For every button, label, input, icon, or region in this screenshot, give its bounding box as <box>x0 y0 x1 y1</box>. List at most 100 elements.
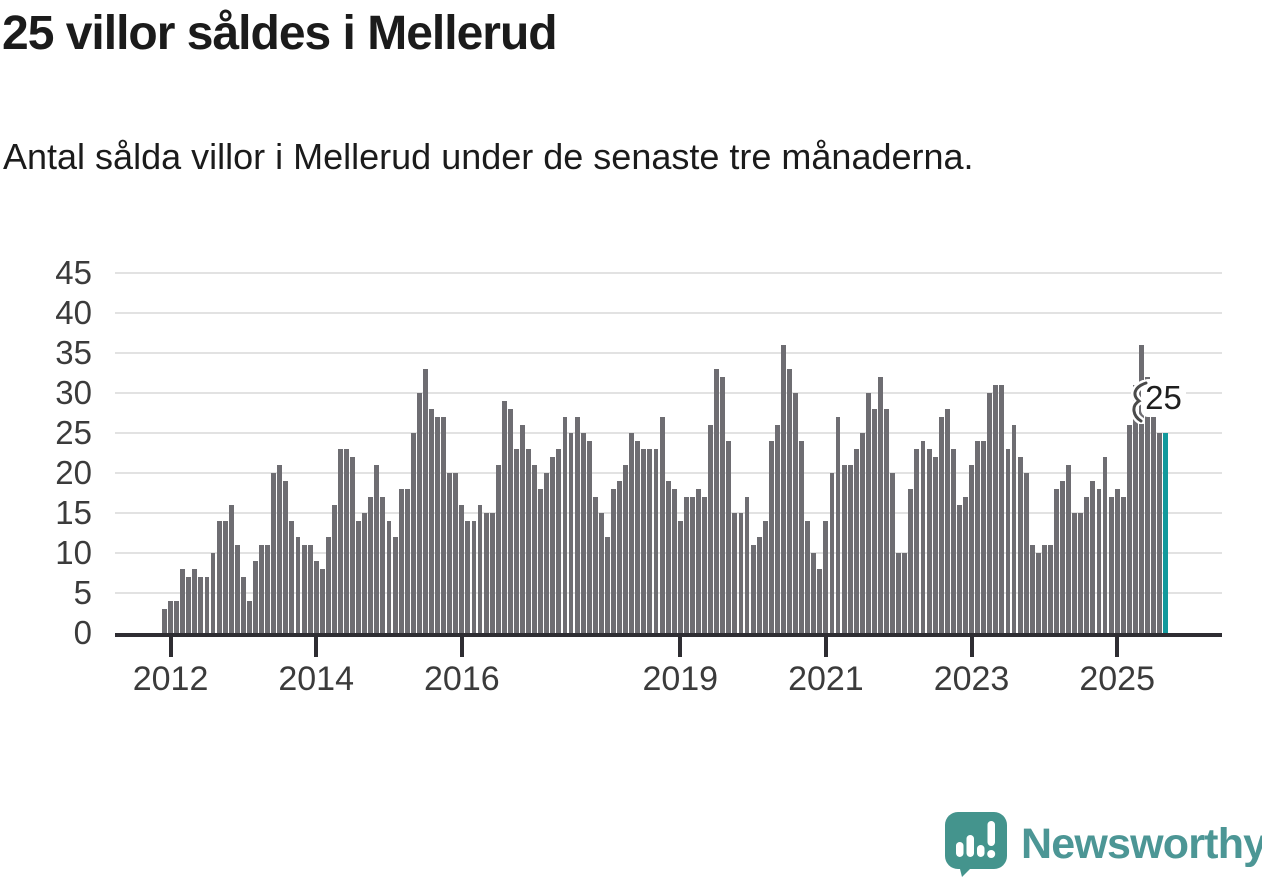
bar <box>1060 481 1065 633</box>
bar <box>186 577 192 633</box>
bar <box>708 425 714 633</box>
bar <box>774 425 780 633</box>
bar <box>623 465 629 633</box>
bar <box>653 449 659 633</box>
bar <box>1132 385 1138 633</box>
bar <box>884 409 890 633</box>
bar <box>896 553 902 633</box>
bar <box>586 441 592 633</box>
bar <box>647 449 653 633</box>
bar <box>659 417 665 633</box>
bar <box>890 473 896 633</box>
bar <box>768 441 774 633</box>
bar <box>204 577 210 633</box>
bar <box>1017 457 1023 633</box>
x-axis-tick <box>314 633 319 657</box>
bar <box>847 465 853 633</box>
x-axis-label: 2021 <box>788 660 864 698</box>
bar <box>592 497 598 633</box>
bar <box>453 473 459 633</box>
gridline <box>115 272 1222 274</box>
bar <box>313 561 319 633</box>
bar <box>410 433 416 633</box>
bar <box>210 553 216 633</box>
y-axis-label: 35 <box>55 334 92 371</box>
x-axis-tick <box>823 633 828 657</box>
bar <box>1078 513 1084 633</box>
value-callout-label: 25 <box>1145 379 1182 416</box>
x-axis-label: 2025 <box>1079 660 1155 698</box>
bar <box>338 449 343 633</box>
bar <box>805 521 811 633</box>
bar <box>726 441 732 633</box>
bar <box>823 521 829 633</box>
bar <box>526 449 532 633</box>
gridline <box>115 472 1222 474</box>
bar <box>811 553 817 633</box>
x-axis-tick <box>969 633 974 657</box>
bar <box>1102 457 1108 633</box>
bar <box>477 505 483 633</box>
bar <box>944 409 950 633</box>
bar <box>793 393 798 633</box>
bar <box>1035 553 1041 633</box>
bar <box>380 497 386 633</box>
bar <box>368 497 374 633</box>
bar <box>374 465 380 633</box>
bar <box>168 601 173 633</box>
bar <box>683 497 689 633</box>
bar <box>247 601 252 633</box>
bar <box>950 449 956 633</box>
bar <box>416 393 422 633</box>
bar <box>1120 497 1126 633</box>
bar <box>289 521 295 633</box>
bar <box>422 369 428 633</box>
bar <box>902 553 908 633</box>
bar <box>301 545 307 633</box>
bar <box>362 513 368 633</box>
bar <box>1047 545 1053 633</box>
y-axis-label: 15 <box>55 494 92 531</box>
bar <box>1041 545 1047 633</box>
bar <box>162 609 167 633</box>
bar <box>501 401 507 633</box>
bar <box>174 601 180 633</box>
bar <box>1151 417 1157 633</box>
bar <box>738 513 744 633</box>
bar <box>762 521 768 633</box>
bar <box>799 441 805 633</box>
bar <box>629 433 635 633</box>
y-axis-label: 5 <box>73 574 92 611</box>
bar <box>465 521 471 633</box>
bar <box>1066 465 1072 633</box>
x-axis-tick <box>678 633 683 657</box>
bar <box>532 465 538 633</box>
bar <box>447 473 453 633</box>
bar <box>429 409 434 633</box>
bar <box>283 481 289 633</box>
bar <box>853 449 859 633</box>
gridline <box>115 352 1222 354</box>
y-axis-label: 45 <box>55 254 92 291</box>
y-axis-label: 0 <box>73 614 92 651</box>
bar <box>1114 489 1120 633</box>
value-callout: 25 <box>1141 379 1186 417</box>
x-axis-label: 2016 <box>424 660 500 698</box>
bar <box>756 537 762 633</box>
bar <box>234 545 240 633</box>
y-axis-label: 10 <box>55 534 92 571</box>
gridline <box>115 392 1222 394</box>
x-axis-tick <box>168 633 173 657</box>
x-axis-line <box>115 633 1222 637</box>
bar <box>993 385 999 633</box>
chart-title: 25 villor såldes i Mellerud <box>2 7 558 60</box>
bar <box>641 449 647 633</box>
y-axis-label: 40 <box>55 294 92 331</box>
bar <box>192 569 198 633</box>
x-axis-label: 2023 <box>933 660 1010 698</box>
bar <box>872 409 877 633</box>
bar <box>702 497 707 633</box>
bar <box>605 537 610 633</box>
bar <box>981 441 987 633</box>
